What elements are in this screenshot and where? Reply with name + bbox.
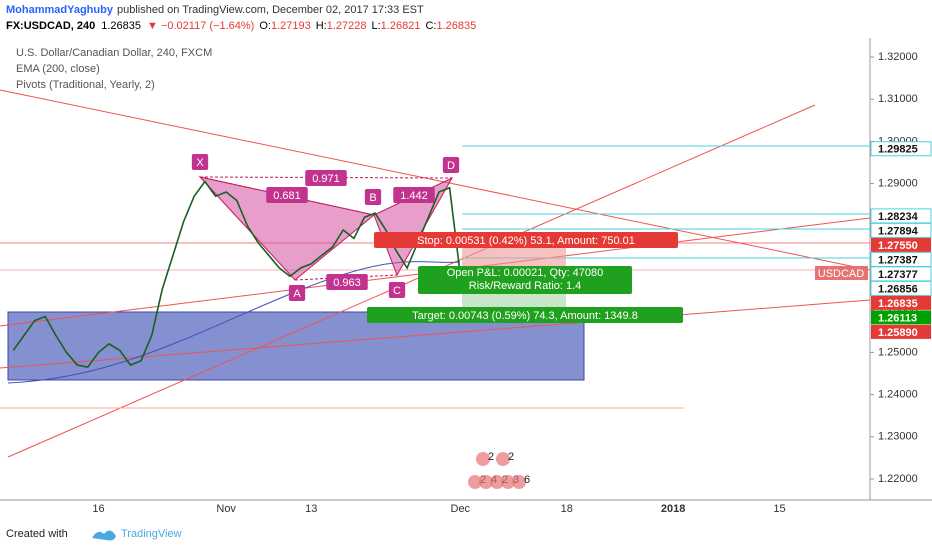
event-marker [468, 475, 482, 489]
event-label: 6 [524, 474, 530, 486]
header-line: FX:USDCAD, 240 1.26835 ▼ −0.02117 (−1.64%)… [6, 20, 476, 32]
pattern-ratio: 0.681 [273, 190, 301, 202]
text-part: MohammadYaghuby [6, 4, 114, 16]
pattern-point: B [369, 192, 376, 204]
footer-brand: TradingView [121, 528, 182, 540]
text-part: L: [371, 20, 380, 32]
price-line [12, 180, 462, 368]
x-tick-label: 2018 [661, 503, 685, 515]
x-tick-label: 16 [92, 503, 104, 515]
pattern-ratio: 0.963 [333, 277, 361, 289]
pattern-ratio: 1.442 [400, 190, 428, 202]
zone [7, 311, 585, 381]
y-tick-label: 1.22000 [878, 473, 918, 485]
pattern-point: X [196, 157, 204, 169]
footer-text: Created with [6, 528, 68, 540]
pattern-point: C [393, 285, 401, 297]
event-label: 2 [488, 451, 494, 463]
y-tick-label: 1.23000 [878, 431, 918, 443]
price-label: 1.26113 [878, 312, 917, 324]
y-tick-label: 1.24000 [878, 388, 918, 400]
legend-text: Pivots (Traditional, Yearly, 2) [16, 79, 155, 91]
event-marker [490, 475, 504, 489]
trend-line [0, 299, 871, 369]
event-marker [501, 475, 515, 489]
text-part: 1.27228 [327, 20, 367, 32]
legend-text: EMA (200, close) [16, 63, 100, 75]
price-label-box [870, 222, 932, 238]
text-part: 1.26821 [381, 20, 421, 32]
text-part: 1.27193 [271, 20, 311, 32]
x-tick-label: 15 [773, 503, 785, 515]
pattern-point-box [288, 285, 306, 301]
price-label: 1.27377 [878, 269, 918, 281]
price-label-box [871, 324, 931, 339]
pattern-ratio-box [326, 274, 368, 290]
price-label: 1.27894 [878, 225, 919, 237]
price-label: 1.28234 [878, 211, 919, 223]
pattern-point-box [364, 189, 382, 205]
y-tick-label: 1.29000 [878, 177, 918, 189]
stop-label-box [374, 232, 678, 248]
price-label: 1.27550 [878, 240, 918, 252]
price-label-box [871, 295, 931, 310]
text-part: published on TradingView.com, December 0… [117, 4, 424, 16]
price-label-box [871, 310, 931, 325]
y-tick-label: 1.32000 [878, 51, 918, 63]
text-part: 1.26835 [101, 20, 141, 32]
event-label: 2 [508, 451, 514, 463]
event-marker [496, 452, 510, 466]
trend-line [7, 104, 816, 458]
text-part: O: [259, 20, 271, 32]
price-label-box [871, 237, 931, 252]
pnl-box [418, 266, 632, 294]
price-label: 1.29825 [878, 144, 918, 156]
x-tick-label: Dec [451, 503, 471, 515]
event-marker [479, 475, 493, 489]
y-tick-label: 1.25000 [878, 346, 918, 358]
pattern-ratio-box [266, 187, 308, 203]
x-tick-label: Nov [216, 503, 236, 515]
y-tick-label: 1.31000 [878, 93, 918, 105]
text-part: ▼ −0.02117 (−1.64%) [147, 20, 254, 32]
price-label-box [870, 141, 932, 157]
trend-line [0, 89, 871, 271]
pattern-ratio-box [305, 170, 347, 186]
pattern-point-box [388, 282, 406, 298]
pattern-ratio: 0.971 [312, 173, 340, 185]
text-part: FX:USDCAD, 240 [6, 20, 95, 32]
price-label: 1.26835 [878, 298, 918, 310]
pattern-point-box [191, 154, 209, 170]
stop-label: Stop: 0.00531 (0.42%) 53.1, Amount: 750.… [417, 235, 635, 247]
x-tick-label: 18 [561, 503, 573, 515]
event-marker [512, 475, 526, 489]
pattern-ratio-box [393, 187, 435, 203]
text-part: 1.26835 [436, 20, 476, 32]
pattern-point-box [442, 157, 460, 173]
legend-text: U.S. Dollar/Canadian Dollar, 240, FXCM [16, 47, 212, 59]
target-label-box [367, 307, 683, 323]
symbol-label: USDCAD [818, 268, 865, 280]
price-label-box [870, 280, 932, 296]
price-label: 1.27387 [878, 254, 918, 266]
ema-line [7, 261, 461, 384]
content: MohammadYaghuby published on TradingView.… [6, 4, 932, 541]
symbol-label-box [815, 266, 868, 280]
logo [92, 530, 116, 541]
pattern-point: A [293, 288, 301, 300]
text-part: C: [425, 20, 436, 32]
header-line: MohammadYaghuby published on TradingView.… [6, 4, 424, 16]
ratio-label: Risk/Reward Ratio: 1.4 [469, 280, 582, 292]
x-tick-label: 13 [305, 503, 317, 515]
pattern-point: D [447, 160, 455, 172]
target-label: Target: 0.00743 (0.59%) 74.3, Amount: 13… [412, 310, 638, 322]
event-marker [476, 452, 490, 466]
price-label: 1.25890 [878, 327, 918, 339]
text-part: H: [316, 20, 327, 32]
pnl-label: Open P&L: 0.00021, Qty: 47080 [447, 267, 604, 279]
price-label: 1.26856 [878, 283, 918, 295]
